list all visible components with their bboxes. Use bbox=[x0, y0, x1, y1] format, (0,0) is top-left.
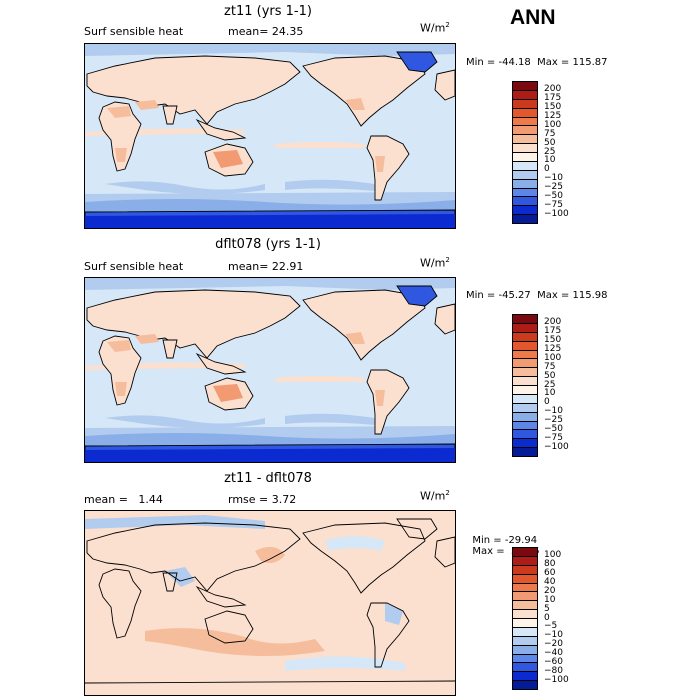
colorbar-label: −60 bbox=[544, 656, 563, 667]
colorbar-label: 80 bbox=[544, 559, 556, 570]
colorbar-label: 60 bbox=[544, 568, 556, 579]
colorbar-label: −25 bbox=[544, 182, 563, 192]
panel-1-stat-label: mean= bbox=[228, 25, 269, 38]
panel-1-map bbox=[84, 43, 456, 229]
panel-2-title: dflt078 (yrs 1-1) bbox=[215, 237, 321, 252]
panel-2-minmax: Min = -45.27 Max = 115.98 bbox=[466, 290, 607, 301]
colorbar-label: 150 bbox=[544, 102, 562, 113]
colorbar-swatch bbox=[512, 214, 538, 224]
panel-3-stat-value: 3.72 bbox=[271, 493, 297, 506]
panel-2-colorbar: 200 175 150 125 100 75 50 25 10 0 −10 −25 −50 −75 −100 bbox=[512, 314, 572, 457]
panel-1-map-field bbox=[85, 44, 455, 228]
panel-3-unit: W/m2 bbox=[420, 489, 450, 503]
colorbar-label: −100 bbox=[544, 441, 569, 452]
panel-3-map-field bbox=[85, 511, 455, 695]
panel-3-title: zt11 - dflt078 bbox=[224, 471, 312, 486]
panel-1-max: Max = 115.87 bbox=[537, 57, 608, 68]
colorbar-label: 25 bbox=[544, 379, 556, 390]
colorbar-label: 100 bbox=[544, 352, 562, 363]
colorbar-label: −50 bbox=[544, 190, 563, 201]
panel-2-variable-label: Surf sensible heat bbox=[84, 260, 184, 273]
colorbar-label: −5 bbox=[544, 621, 558, 632]
colorbar-label: 125 bbox=[544, 344, 562, 354]
panel-1-min: Min = -44.18 bbox=[466, 57, 531, 68]
colorbar-label: 175 bbox=[544, 326, 562, 337]
season-label: ANN bbox=[510, 6, 556, 29]
colorbar-label: −75 bbox=[544, 199, 563, 210]
panel-3-stat-label: rmse = bbox=[228, 493, 269, 506]
colorbar-label: 50 bbox=[544, 137, 556, 148]
colorbar-label: −100 bbox=[544, 674, 569, 685]
colorbar-label: 175 bbox=[544, 93, 562, 104]
panel-1-title: zt11 (yrs 1-1) bbox=[224, 4, 312, 19]
colorbar-label: 75 bbox=[544, 128, 556, 139]
colorbar-label: 200 bbox=[544, 84, 562, 95]
colorbar-label: −80 bbox=[544, 665, 563, 676]
panel-1-stat: mean= 24.35 bbox=[228, 25, 303, 38]
panel-2-unit: W/m2 bbox=[420, 256, 450, 270]
panel-1-unit: W/m2 bbox=[420, 21, 450, 35]
colorbar-label: −75 bbox=[544, 432, 563, 443]
panel-2-map bbox=[84, 277, 456, 463]
colorbar-label: 0 bbox=[544, 164, 550, 175]
colorbar-label: 20 bbox=[544, 585, 556, 596]
colorbar-swatch bbox=[512, 447, 538, 457]
colorbar-label: 10 bbox=[544, 388, 556, 399]
panel-1-stat-value: 24.35 bbox=[271, 25, 304, 38]
panel-2-max: Max = 115.98 bbox=[537, 290, 608, 301]
colorbar-label: 75 bbox=[544, 361, 556, 372]
colorbar-label: 40 bbox=[544, 577, 556, 587]
colorbar-label: 10 bbox=[544, 594, 556, 605]
colorbar-label: −40 bbox=[544, 648, 563, 658]
panel-2-map-field bbox=[85, 278, 455, 462]
colorbar-label: 25 bbox=[544, 146, 556, 157]
colorbar-label: −10 bbox=[544, 173, 563, 184]
colorbar-label: −50 bbox=[544, 423, 563, 434]
colorbar-label: −25 bbox=[544, 415, 563, 425]
colorbar-label: 5 bbox=[544, 603, 550, 614]
panel-1-variable-label: Surf sensible heat bbox=[84, 25, 184, 38]
colorbar-label: 125 bbox=[544, 111, 562, 121]
panel-2-stat-label: mean= bbox=[228, 260, 269, 273]
colorbar-label: −20 bbox=[544, 639, 563, 650]
panel-1-minmax: Min = -44.18 Max = 115.87 bbox=[466, 57, 607, 68]
panel-2-min: Min = -45.27 bbox=[466, 290, 531, 301]
colorbar-swatch bbox=[512, 680, 538, 690]
panel-3-stat: rmse = 3.72 bbox=[228, 493, 296, 506]
panel-3-min: Min = -29.94 bbox=[472, 535, 538, 546]
colorbar-label: 100 bbox=[544, 119, 562, 130]
colorbar-label: 200 bbox=[544, 317, 562, 328]
colorbar-label: 10 bbox=[544, 155, 556, 166]
colorbar-label: 0 bbox=[544, 397, 550, 408]
colorbar-label: 50 bbox=[544, 370, 556, 381]
panel-3-map bbox=[84, 510, 456, 696]
panel-1-colorbar: 200 175 150 125 100 75 50 25 10 0 −10 −25 −50 −75 −100 bbox=[512, 81, 572, 224]
colorbar-label: 100 bbox=[544, 550, 562, 561]
colorbar-label: −10 bbox=[544, 630, 563, 641]
panel-3-mean: mean = 1.44 bbox=[84, 493, 163, 506]
colorbar-label: −10 bbox=[544, 406, 563, 417]
panel-2-stat-value: 22.91 bbox=[271, 260, 304, 273]
panel-3-colorbar: 100 80 60 40 20 10 5 0 −5 −10 −20 −40 −60 −80 −100 bbox=[512, 547, 572, 690]
colorbar-label: −100 bbox=[544, 208, 569, 219]
colorbar-label: 0 bbox=[544, 612, 550, 623]
panel-2-stat: mean= 22.91 bbox=[228, 260, 303, 273]
colorbar-label: 150 bbox=[544, 335, 562, 346]
